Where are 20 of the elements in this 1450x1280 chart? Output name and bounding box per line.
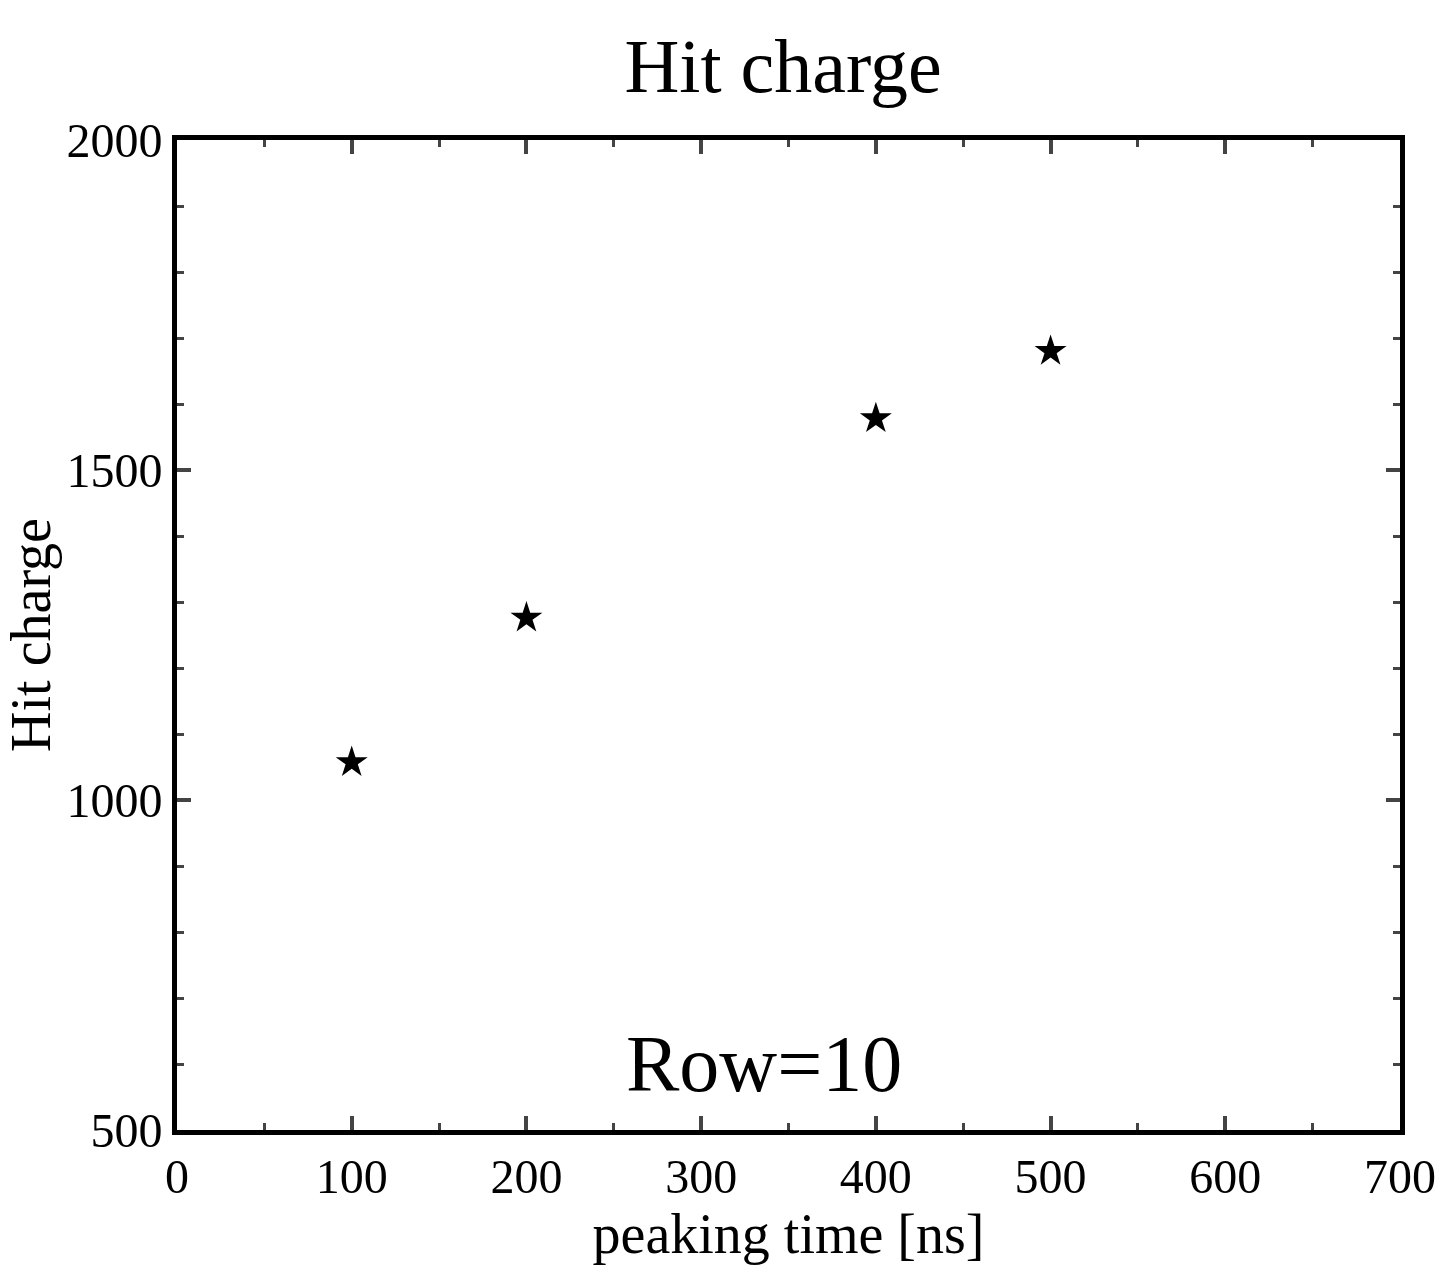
point [859, 401, 892, 433]
x-axis-title: peaking time [ns] [592, 1202, 985, 1265]
y-axis-title: Hit charge [0, 518, 62, 752]
x-tick-label: 100 [315, 1149, 388, 1203]
y-tick-label: 2000 [66, 113, 163, 167]
annotation: Row=10 [626, 1020, 903, 1108]
chart-title: Hit charge [624, 23, 942, 108]
x-tick-label: 200 [490, 1149, 563, 1203]
x-tick-label: 600 [1189, 1149, 1262, 1203]
x-tick-label: 500 [1014, 1149, 1087, 1203]
y-tick-label: 1500 [66, 443, 163, 497]
point [510, 601, 543, 632]
y-tick-label: 1000 [66, 773, 163, 827]
x-tick-label: 400 [839, 1149, 912, 1203]
y-tick-label: 500 [90, 1103, 163, 1157]
x-tick-label: 700 [1364, 1149, 1436, 1203]
x-tick-label: 0 [165, 1149, 189, 1203]
point [1034, 334, 1067, 365]
x-tick-label: 300 [665, 1149, 738, 1203]
point [335, 745, 368, 776]
